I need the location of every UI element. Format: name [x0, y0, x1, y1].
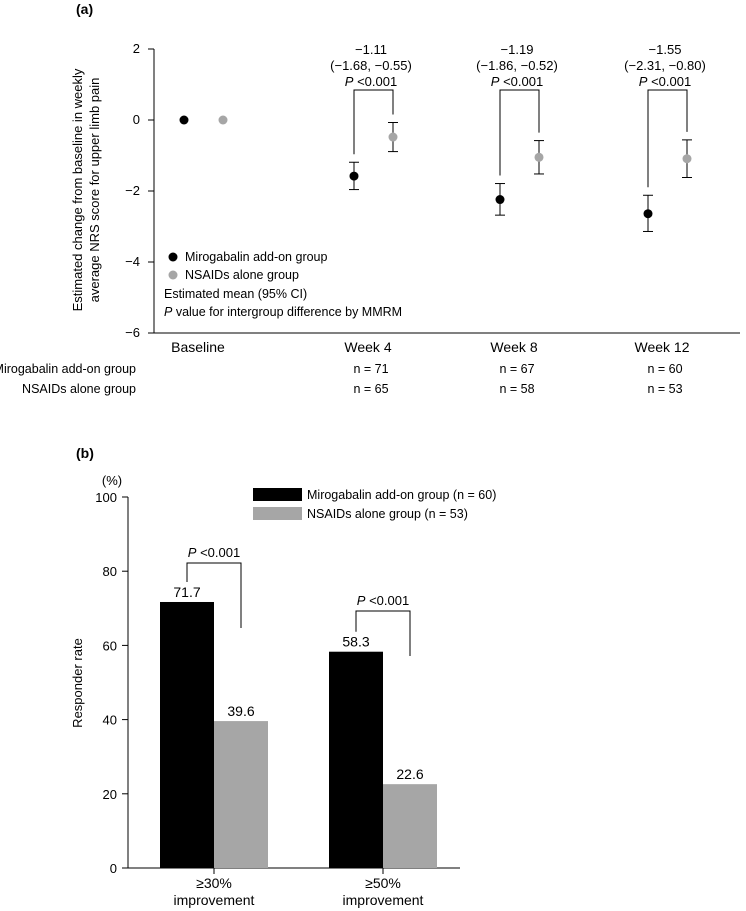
panel-a-ylabel-line2: average NRS score for upper limb pain — [87, 78, 102, 303]
p-value-number: <0.001 — [365, 593, 409, 608]
panel-b-x-category-line2: improvement — [174, 892, 255, 908]
panel-b-y-tick-label: 60 — [103, 638, 117, 653]
legend-note-estimated: Estimated mean (95% CI) — [164, 287, 307, 301]
mirogabalin-point — [495, 195, 505, 205]
panel-a-y-tick-label: −6 — [125, 325, 140, 340]
nsaids-point — [218, 115, 228, 125]
panel-a-x-category: Week 12 — [635, 339, 690, 355]
legend-b-mirogabalin-swatch — [253, 488, 302, 501]
p-value-bracket — [355, 610, 411, 656]
n-row-mirogabalin-label: Mirogabalin add-on group — [0, 362, 136, 376]
p-value-letter: P — [345, 74, 354, 89]
p-value-text: P <0.001 — [188, 545, 240, 560]
bar-value-label: 22.6 — [396, 766, 423, 782]
n-row-nsaids-label: NSAIDs alone group — [22, 382, 136, 396]
legend-b-mirogabalin-label: Mirogabalin add-on group (n = 60) — [307, 488, 496, 502]
p-value-text: P <0.001 — [357, 593, 409, 608]
n-count: n = 71 — [353, 362, 388, 376]
p-value-text: P <0.001 — [491, 74, 543, 89]
mirogabalin-point — [349, 171, 359, 181]
difference-ci: (−2.31, −0.80) — [624, 58, 706, 73]
nsaids-point — [388, 132, 398, 142]
mirogabalin-bar — [329, 651, 383, 868]
panel-b-y-tick-label: 40 — [103, 713, 117, 728]
nsaids-point — [534, 152, 544, 162]
nsaids-bar — [383, 784, 437, 868]
p-value-number: <0.001 — [196, 545, 240, 560]
panel-a-y-tick-label: 2 — [133, 41, 140, 56]
p-value-letter: P — [357, 593, 366, 608]
p-value-number: <0.001 — [353, 74, 397, 89]
p-value-number: <0.001 — [499, 74, 543, 89]
panel-a-y-tick-label: 0 — [133, 112, 140, 127]
panel-b-x-category-line1: ≥30% — [196, 875, 232, 891]
p-value-number: <0.001 — [647, 74, 691, 89]
panel-a-x-category: Week 4 — [344, 339, 391, 355]
p-value-letter: P — [188, 545, 197, 560]
difference-value: −1.55 — [649, 42, 682, 57]
legend-mirogabalin-marker — [168, 252, 178, 262]
difference-ci: (−1.86, −0.52) — [476, 58, 558, 73]
panel-a-ylabel-line1: Estimated change from baseline in weekly — [70, 68, 85, 311]
panel-a-legend: Mirogabalin add-on group NSAIDs alone gr… — [164, 250, 402, 319]
difference-value: −1.19 — [501, 42, 534, 57]
panel-b-unit: (%) — [102, 473, 122, 488]
difference-value: −1.11 — [355, 42, 387, 57]
panel-b-ylabel: Responder rate — [70, 638, 85, 728]
p-value-letter: P — [491, 74, 500, 89]
difference-ci: (−1.68, −0.55) — [330, 58, 412, 73]
p-value-letter: P — [639, 74, 648, 89]
bar-value-label: 39.6 — [227, 703, 254, 719]
panel-b-y-tick-label: 20 — [103, 787, 117, 802]
panel-b-label: (b) — [76, 445, 94, 461]
panel-b-y-tick-label: 100 — [95, 490, 117, 505]
panel-b-x-category-line1: ≥50% — [365, 875, 401, 891]
mirogabalin-bar — [160, 601, 214, 868]
nsaids-point — [682, 154, 692, 164]
panel-b-x-category-line2: improvement — [343, 892, 424, 908]
p-value-bracket — [186, 562, 242, 628]
p-value-text: P <0.001 — [639, 74, 691, 89]
n-count: n = 53 — [647, 382, 682, 396]
p-value-bracket — [499, 89, 540, 176]
legend-b-nsaids-swatch — [253, 507, 302, 520]
legend-b-nsaids-label: NSAIDs alone group (n = 53) — [307, 507, 468, 521]
legend-mirogabalin-label: Mirogabalin add-on group — [185, 250, 328, 264]
legend-note-p-rest: value for intergroup difference by MMRM — [172, 305, 402, 319]
p-value-text: P <0.001 — [345, 74, 397, 89]
legend-nsaids-marker — [168, 270, 178, 280]
panel-a-label: (a) — [76, 1, 93, 17]
bar-value-label: 58.3 — [342, 634, 369, 650]
panel-a-x-category: Week 8 — [490, 339, 537, 355]
legend-nsaids-label: NSAIDs alone group — [185, 268, 299, 282]
panel-a-y-tick-label: −2 — [125, 183, 140, 198]
panel-b-y-tick-label: 80 — [103, 564, 117, 579]
n-count: n = 67 — [499, 362, 534, 376]
legend-note-p-letter: P — [164, 305, 173, 319]
n-count: n = 65 — [353, 382, 388, 396]
mirogabalin-point — [643, 209, 653, 219]
nsaids-bar — [214, 721, 268, 868]
panel-b-y-tick-label: 0 — [110, 861, 117, 876]
p-value-bracket — [353, 89, 394, 155]
bar-value-label: 71.7 — [173, 584, 200, 600]
panel-b-legend: Mirogabalin add-on group (n = 60) NSAIDs… — [253, 488, 496, 521]
panel-a-y-tick-label: −4 — [125, 254, 140, 269]
legend-note-p: P value for intergroup difference by MMR… — [164, 305, 402, 319]
n-count: n = 58 — [499, 382, 534, 396]
panel-a-x-category: Baseline — [171, 339, 225, 355]
mirogabalin-point — [179, 115, 189, 125]
n-count: n = 60 — [647, 362, 682, 376]
p-value-bracket — [647, 89, 688, 188]
